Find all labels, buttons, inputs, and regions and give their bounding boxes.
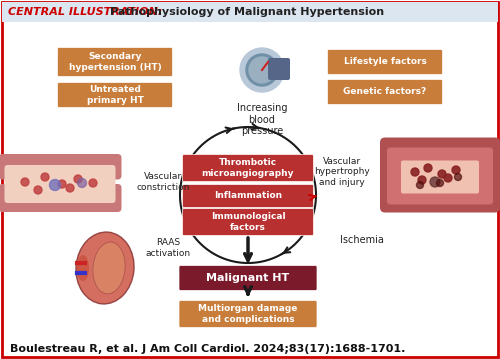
- Text: Untreated
primary HT: Untreated primary HT: [86, 85, 144, 104]
- FancyBboxPatch shape: [328, 79, 442, 104]
- Circle shape: [34, 186, 42, 194]
- Circle shape: [444, 174, 452, 182]
- Text: Boulestreau R, et al. J Am Coll Cardiol. 2024;83(17):1688-1701.: Boulestreau R, et al. J Am Coll Cardiol.…: [10, 344, 406, 354]
- Circle shape: [430, 177, 440, 187]
- Circle shape: [452, 166, 460, 174]
- Text: Inflammation: Inflammation: [214, 191, 282, 200]
- Circle shape: [246, 54, 278, 86]
- Circle shape: [89, 179, 97, 187]
- FancyBboxPatch shape: [58, 83, 172, 107]
- Text: Immunological
factors: Immunological factors: [210, 213, 286, 232]
- Circle shape: [58, 180, 66, 188]
- FancyBboxPatch shape: [182, 185, 314, 208]
- FancyBboxPatch shape: [182, 154, 314, 182]
- Circle shape: [438, 170, 446, 178]
- Text: RAAS
activation: RAAS activation: [146, 238, 190, 258]
- Circle shape: [50, 180, 60, 191]
- Circle shape: [416, 182, 424, 188]
- Circle shape: [436, 180, 444, 186]
- Circle shape: [74, 175, 82, 183]
- Text: Increasing
blood
pressure: Increasing blood pressure: [237, 103, 287, 136]
- Text: Malignant HT: Malignant HT: [206, 273, 290, 283]
- Text: Lifestyle factors: Lifestyle factors: [344, 57, 426, 66]
- Text: Pathophysiology of Malignant Hypertension: Pathophysiology of Malignant Hypertensio…: [110, 7, 384, 17]
- FancyBboxPatch shape: [4, 165, 116, 203]
- FancyBboxPatch shape: [380, 137, 500, 213]
- Circle shape: [418, 176, 426, 184]
- Circle shape: [249, 57, 275, 83]
- Circle shape: [424, 164, 432, 172]
- FancyBboxPatch shape: [268, 58, 290, 80]
- Text: Thrombotic
microangiography: Thrombotic microangiography: [202, 158, 294, 177]
- Circle shape: [21, 178, 29, 186]
- FancyBboxPatch shape: [328, 50, 442, 75]
- Ellipse shape: [76, 232, 134, 304]
- Ellipse shape: [77, 255, 89, 281]
- FancyBboxPatch shape: [387, 148, 493, 205]
- FancyBboxPatch shape: [179, 266, 317, 290]
- Circle shape: [411, 168, 419, 176]
- Text: Ischemia: Ischemia: [340, 235, 384, 245]
- Circle shape: [66, 184, 74, 192]
- Circle shape: [41, 173, 49, 181]
- Text: Multiorgan damage
and complications: Multiorgan damage and complications: [198, 304, 298, 323]
- Text: Genetic factors?: Genetic factors?: [344, 88, 426, 97]
- FancyBboxPatch shape: [58, 47, 172, 76]
- Circle shape: [454, 173, 462, 181]
- Circle shape: [78, 178, 86, 187]
- Text: Vascular
constriction: Vascular constriction: [136, 172, 190, 192]
- FancyBboxPatch shape: [2, 2, 498, 22]
- Text: Vascular
hypertrophy
and injury: Vascular hypertrophy and injury: [314, 157, 370, 187]
- FancyBboxPatch shape: [0, 184, 122, 212]
- FancyBboxPatch shape: [179, 300, 317, 327]
- Ellipse shape: [93, 242, 125, 294]
- Text: Secondary
hypertension (HT): Secondary hypertension (HT): [68, 52, 162, 71]
- FancyBboxPatch shape: [401, 160, 479, 194]
- FancyBboxPatch shape: [182, 209, 314, 236]
- Circle shape: [240, 48, 284, 92]
- FancyBboxPatch shape: [0, 154, 122, 180]
- Text: CENTRAL ILLUSTRATION:: CENTRAL ILLUSTRATION:: [8, 7, 166, 17]
